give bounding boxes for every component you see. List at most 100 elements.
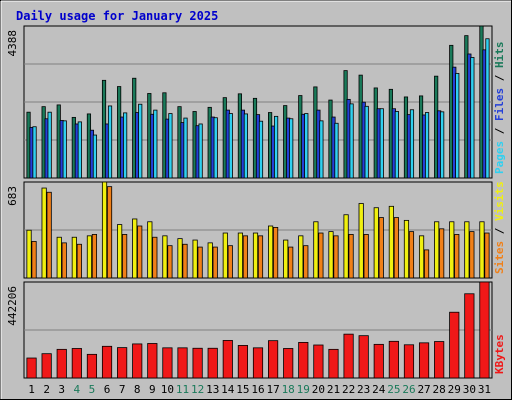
x-tick-label-day-8: 8 — [134, 383, 141, 396]
bar-hits-pages-day-6 — [107, 105, 113, 179]
bar-visits-visits-day-2 — [41, 187, 47, 279]
bar-kbytes-kbytes-day-16 — [252, 347, 264, 379]
bar-visits-visits-day-4 — [71, 236, 77, 279]
bar-visits-visits-day-15 — [237, 232, 243, 279]
bar-kbytes-kbytes-day-26 — [403, 344, 415, 379]
bar-kbytes-kbytes-day-30 — [464, 293, 475, 379]
bar-visits-sites-day-18 — [288, 246, 294, 279]
bar-kbytes-kbytes-day-24 — [373, 343, 384, 379]
bar-visits-sites-day-27 — [423, 249, 430, 279]
bar-visits-sites-day-15 — [242, 235, 248, 279]
bar-visits-sites-day-3 — [61, 242, 67, 279]
x-tick-label-day-18: 18 — [282, 383, 295, 396]
legend-hits: Pages / Files / Hits — [493, 42, 506, 175]
legend-label-kbytes: KBytes — [493, 334, 506, 374]
x-tick-label-day-31: 31 — [478, 383, 491, 396]
x-tick-label-day-20: 20 — [312, 383, 325, 396]
x-tick-label-day-3: 3 — [58, 383, 65, 396]
bar-kbytes-kbytes-day-25 — [388, 340, 399, 379]
bar-visits-sites-day-28 — [439, 228, 445, 279]
bar-kbytes-kbytes-day-1 — [26, 357, 37, 379]
bar-visits-sites-day-23 — [363, 234, 369, 279]
bar-visits-visits-day-9 — [147, 221, 153, 279]
bar-visits-sites-day-29 — [454, 234, 460, 279]
bar-visits-sites-day-14 — [227, 245, 233, 279]
x-tick-label-day-26: 26 — [402, 383, 415, 396]
x-tick-label-day-24: 24 — [372, 383, 386, 396]
bar-visits-visits-day-13 — [207, 242, 213, 279]
bar-visits-visits-day-5 — [86, 235, 93, 279]
bar-visits-visits-day-10 — [162, 235, 168, 279]
panel-hits: 4388 Pages / Files / Hits — [6, 25, 506, 179]
bar-hits-pages-day-1 — [32, 126, 37, 179]
legend-separator: / — [493, 221, 506, 241]
bar-visits-visits-day-14 — [222, 232, 228, 279]
bar-visits-sites-day-2 — [46, 191, 52, 279]
bar-hits-pages-day-10 — [168, 113, 173, 179]
x-tick-label-day-23: 23 — [357, 383, 370, 396]
x-tick-label-day-29: 29 — [448, 383, 461, 396]
bar-visits-visits-day-27 — [418, 235, 425, 279]
bar-visits-visits-day-6 — [101, 181, 108, 279]
bar-visits-sites-day-17 — [273, 226, 279, 279]
bar-visits-visits-day-12 — [192, 239, 198, 279]
bar-hits-pages-day-25 — [394, 111, 399, 179]
x-tick-label-day-14: 14 — [221, 383, 235, 396]
bar-visits-sites-day-6 — [106, 186, 113, 279]
bar-visits-sites-day-7 — [122, 234, 128, 279]
bar-visits-visits-day-16 — [252, 232, 259, 279]
bar-hits-pages-day-8 — [138, 103, 143, 179]
bar-visits-visits-day-3 — [56, 236, 62, 279]
bar-visits-sites-day-16 — [257, 235, 264, 279]
bar-kbytes-kbytes-day-14 — [222, 340, 233, 379]
bar-visits-visits-day-26 — [403, 219, 410, 279]
bar-kbytes-kbytes-day-20 — [313, 344, 324, 379]
bar-hits-pages-day-20 — [319, 120, 324, 179]
bar-hits-pages-day-21 — [334, 122, 339, 179]
bar-visits-sites-day-5 — [91, 234, 98, 279]
bar-kbytes-kbytes-day-21 — [328, 348, 339, 379]
bar-visits-visits-day-17 — [268, 225, 274, 279]
x-tick-label-day-28: 28 — [433, 383, 446, 396]
bar-kbytes-kbytes-day-23 — [358, 335, 369, 379]
bar-hits-pages-day-19 — [304, 113, 309, 179]
legend-label-sites: Sites — [493, 241, 506, 274]
bar-visits-visits-day-8 — [132, 218, 138, 279]
bar-visits-visits-day-30 — [464, 221, 470, 279]
x-tick-label-day-7: 7 — [119, 383, 126, 396]
x-tick-label-day-21: 21 — [327, 383, 340, 396]
bar-visits-sites-day-20 — [318, 232, 324, 279]
bar-visits-visits-day-25 — [388, 205, 394, 279]
x-tick-label-day-15: 15 — [236, 383, 249, 396]
x-tick-label-day-16: 16 — [251, 383, 264, 396]
legend-label-hits: Hits — [493, 42, 506, 69]
bar-kbytes-kbytes-day-11 — [177, 347, 188, 379]
bar-kbytes-kbytes-day-27 — [418, 342, 430, 379]
bar-visits-sites-day-11 — [182, 243, 188, 279]
bar-kbytes-kbytes-day-28 — [434, 341, 445, 379]
x-tick-label-day-22: 22 — [342, 383, 355, 396]
bar-visits-visits-day-22 — [343, 214, 349, 279]
x-tick-label-day-19: 19 — [297, 383, 310, 396]
x-tick-label-day-27: 27 — [417, 383, 430, 396]
bar-visits-sites-day-13 — [212, 246, 218, 279]
x-tick-label-day-10: 10 — [161, 383, 174, 396]
bar-hits-pages-day-5 — [92, 134, 98, 179]
bar-hits-pages-day-9 — [153, 109, 158, 179]
x-tick-label-day-11: 11 — [176, 383, 189, 396]
bar-kbytes-kbytes-day-9 — [147, 343, 158, 379]
x-tick-label-day-17: 17 — [266, 383, 279, 396]
bar-visits-sites-day-10 — [167, 245, 173, 279]
bar-hits-pages-day-16 — [258, 120, 264, 179]
bar-kbytes-kbytes-day-6 — [101, 345, 113, 379]
x-axis-day-labels: 1 2 3 4 5 6 7 8 9 10 11 12 13 14 15 16 17 18 19 20 21 22 23 24 2… — [28, 383, 491, 396]
bar-visits-sites-day-19 — [303, 245, 309, 279]
bar-hits-pages-day-26 — [409, 109, 415, 179]
bar-visits-sites-day-8 — [137, 225, 143, 279]
legend-label-files: Files — [493, 88, 506, 121]
bar-hits-pages-day-30 — [470, 57, 475, 179]
bar-hits-pages-day-17 — [274, 115, 279, 179]
bar-hits-pages-day-13 — [213, 117, 218, 179]
x-tick-label-day-9: 9 — [149, 383, 156, 396]
bar-hits-pages-day-2 — [47, 111, 52, 179]
